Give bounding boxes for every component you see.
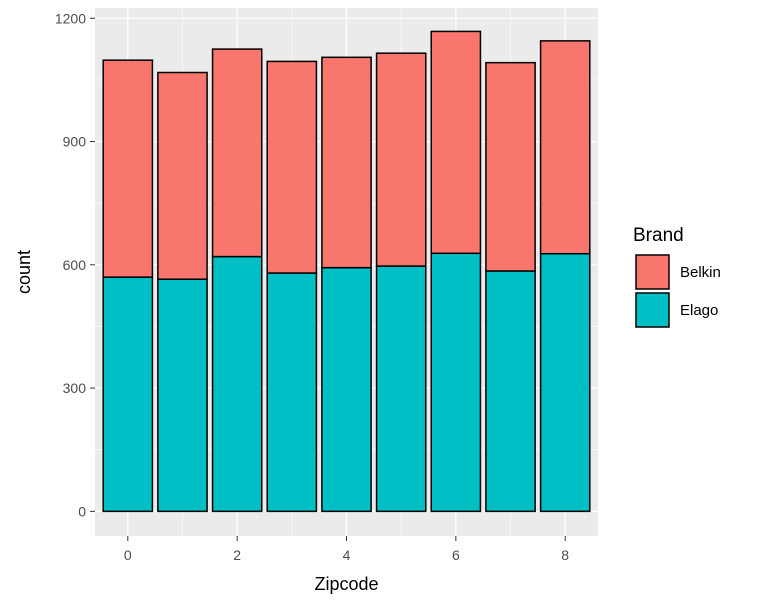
bar-elago-zip-3 <box>266 272 318 513</box>
x-tick-label: 6 <box>452 547 460 563</box>
bar-elago-zip-2 <box>211 255 263 513</box>
bar-elago-zip-1 <box>157 278 208 513</box>
x-tick-label: 0 <box>124 547 132 563</box>
bar-elago-zip-5 <box>375 265 427 513</box>
bar-belkin-zip-7 <box>485 61 536 272</box>
x-tick-label: 2 <box>233 547 241 563</box>
x-tick-label: 8 <box>561 547 569 563</box>
bars <box>102 30 591 513</box>
bar-elago-zip-0 <box>102 276 154 513</box>
legend-label-belkin: Belkin <box>680 264 721 281</box>
legend: Brand Belkin Elago <box>633 225 721 328</box>
y-tick-label: 0 <box>78 503 86 519</box>
y-tick-label: 600 <box>63 257 87 273</box>
bar-belkin-zip-4 <box>321 56 372 269</box>
bar-elago-zip-4 <box>321 266 372 513</box>
legend-label-elago: Elago <box>680 302 718 319</box>
x-axis-title: Zipcode <box>314 574 378 594</box>
bar-belkin-zip-3 <box>266 60 318 274</box>
y-axis-title: count <box>14 250 34 294</box>
legend-title: Brand <box>633 225 684 246</box>
x-tick-label: 4 <box>343 547 351 563</box>
bar-belkin-zip-0 <box>102 59 154 278</box>
bar-belkin-zip-2 <box>211 48 263 258</box>
axes: 0 300 600 900 1200 0 2 4 6 8 <box>55 10 569 563</box>
y-tick-label: 900 <box>63 134 87 150</box>
legend-key-elago <box>635 292 670 328</box>
legend-key-belkin <box>635 254 670 290</box>
bar-belkin-zip-5 <box>375 52 427 267</box>
bar-elago-zip-8 <box>539 252 591 513</box>
y-tick-label: 300 <box>63 380 87 396</box>
y-tick-label: 1200 <box>55 10 86 26</box>
bar-elago-zip-7 <box>485 270 536 513</box>
bar-belkin-zip-6 <box>430 30 482 255</box>
bar-elago-zip-6 <box>430 252 482 513</box>
bar-belkin-zip-8 <box>539 40 591 255</box>
bar-belkin-zip-1 <box>157 71 208 280</box>
